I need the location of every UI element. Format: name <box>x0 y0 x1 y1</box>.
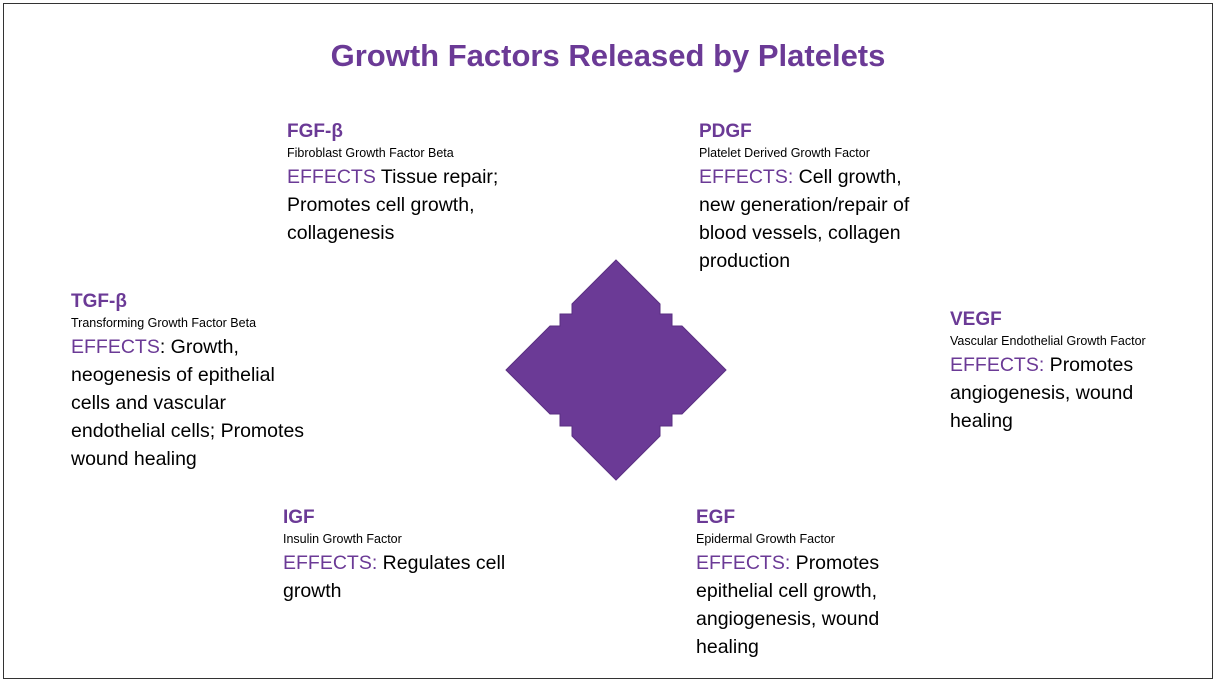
four-way-arrow-shape <box>505 259 727 481</box>
effects-label: EFFECTS <box>71 336 160 358</box>
effects-text: Promotes angiogenesis, wound healing <box>950 354 1134 432</box>
slide-frame: Growth Factors Released by Platelets FGF… <box>3 3 1213 679</box>
factor-full-name: Vascular Endothelial Growth Factor <box>950 334 1146 348</box>
effects-text: Tissue repair; Promotes cell growth, col… <box>287 166 499 244</box>
factor-full-name: Platelet Derived Growth Factor <box>699 146 870 160</box>
factor-full-name: Epidermal Growth Factor <box>696 532 835 546</box>
slide-title: Growth Factors Released by Platelets <box>330 38 886 73</box>
factor-abbr: PDGF <box>699 121 752 142</box>
factor-egf: EGF Epidermal Growth Factor EFFECTS: Pro… <box>696 507 926 661</box>
effects-label: EFFECTS: <box>950 354 1045 376</box>
factor-abbr: EGF <box>696 507 736 528</box>
effects-text: Cell growth, new generation/repair of bl… <box>699 166 910 272</box>
factor-vegf: VEGF Vascular Endothelial Growth Factor … <box>950 309 1160 435</box>
factor-effects: EFFECTS: Promotes epithelial cell growth… <box>696 549 926 661</box>
effects-label: EFFECTS: <box>699 166 794 188</box>
factor-pdgf: PDGF Platelet Derived Growth Factor EFFE… <box>699 121 929 275</box>
effects-text: Promotes epithelial cell growth, angioge… <box>696 552 880 658</box>
factor-effects: EFFECTS: Regulates cell growth <box>283 549 523 605</box>
factor-effects: EFFECTS Tissue repair; Promotes cell gro… <box>287 163 527 247</box>
factor-effects: EFFECTS: Cell growth, new generation/rep… <box>699 163 929 275</box>
effects-label: EFFECTS <box>287 166 376 188</box>
effects-label: EFFECTS: <box>696 552 791 574</box>
factor-abbr: FGF-β <box>287 121 343 142</box>
factor-effects: EFFECTS: Growth, neogenesis of epithelia… <box>71 333 311 473</box>
factor-full-name: Fibroblast Growth Factor Beta <box>287 146 454 160</box>
factor-full-name: Insulin Growth Factor <box>283 532 402 546</box>
effects-label: EFFECTS: <box>283 552 378 574</box>
factor-igf: IGF Insulin Growth Factor EFFECTS: Regul… <box>283 507 523 605</box>
effects-text: Regulates cell growth <box>283 552 506 602</box>
factor-abbr: TGF-β <box>71 291 127 312</box>
factor-fgf-beta: FGF-β Fibroblast Growth Factor Beta EFFE… <box>287 121 527 247</box>
factor-abbr: IGF <box>283 507 315 528</box>
factor-tgf-beta: TGF-β Transforming Growth Factor Beta EF… <box>71 291 311 473</box>
factor-abbr: VEGF <box>950 309 1002 330</box>
factor-full-name: Transforming Growth Factor Beta <box>71 316 257 330</box>
effects-text: : Growth, neogenesis of epithelial cells… <box>71 336 305 470</box>
factor-effects: EFFECTS: Promotes angiogenesis, wound he… <box>950 351 1160 435</box>
four-way-arrow-icon <box>505 259 727 481</box>
